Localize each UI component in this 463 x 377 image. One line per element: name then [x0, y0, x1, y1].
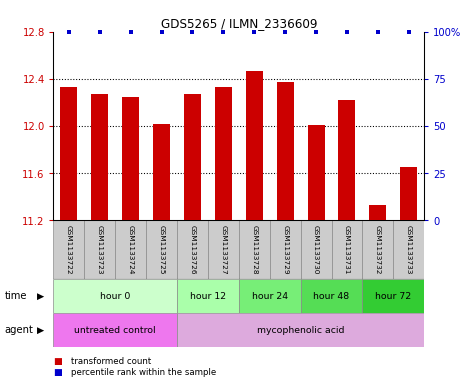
Text: percentile rank within the sample: percentile rank within the sample — [71, 368, 216, 377]
Bar — [276, 83, 293, 221]
Text: GSM1133729: GSM1133729 — [282, 225, 288, 274]
Text: agent: agent — [5, 325, 33, 335]
Bar — [307, 125, 324, 221]
Text: hour 12: hour 12 — [189, 291, 225, 300]
Text: transformed count: transformed count — [71, 357, 151, 366]
Bar — [369, 205, 386, 221]
Bar — [177, 279, 238, 313]
Bar — [393, 221, 424, 279]
Text: ▶: ▶ — [37, 325, 44, 334]
Text: mycophenolic acid: mycophenolic acid — [257, 325, 344, 334]
Text: GSM1133723: GSM1133723 — [97, 225, 102, 274]
Bar — [269, 221, 300, 279]
Bar — [53, 279, 177, 313]
Text: GSM1133727: GSM1133727 — [220, 225, 226, 274]
Text: hour 0: hour 0 — [100, 291, 130, 300]
Title: GDS5265 / ILMN_2336609: GDS5265 / ILMN_2336609 — [160, 17, 317, 30]
Text: GSM1133732: GSM1133732 — [375, 225, 380, 274]
Bar — [207, 221, 238, 279]
Bar — [91, 95, 108, 221]
Text: ■: ■ — [53, 368, 62, 377]
Text: GSM1133725: GSM1133725 — [158, 225, 164, 274]
Text: time: time — [5, 291, 27, 301]
Bar — [177, 313, 424, 347]
Text: ■: ■ — [53, 357, 62, 366]
Bar — [300, 279, 362, 313]
Text: GSM1133722: GSM1133722 — [66, 225, 72, 274]
Bar — [338, 100, 355, 221]
Text: ▶: ▶ — [37, 291, 44, 300]
Bar — [60, 87, 77, 221]
Bar — [362, 221, 393, 279]
Bar — [122, 97, 139, 221]
Text: hour 24: hour 24 — [251, 291, 288, 300]
Bar — [245, 71, 263, 221]
Bar — [184, 95, 200, 221]
Text: GSM1133731: GSM1133731 — [344, 225, 350, 274]
Bar — [153, 124, 170, 221]
Text: GSM1133728: GSM1133728 — [251, 225, 257, 274]
Text: hour 72: hour 72 — [375, 291, 411, 300]
Text: GSM1133733: GSM1133733 — [405, 225, 411, 274]
Text: untreated control: untreated control — [74, 325, 156, 334]
Text: GSM1133730: GSM1133730 — [313, 225, 319, 274]
Bar — [238, 279, 300, 313]
Bar — [362, 279, 424, 313]
Bar — [115, 221, 146, 279]
Text: hour 48: hour 48 — [313, 291, 349, 300]
Text: GSM1133726: GSM1133726 — [189, 225, 195, 274]
Bar — [331, 221, 362, 279]
Bar — [238, 221, 269, 279]
Bar — [53, 313, 177, 347]
Bar — [400, 167, 417, 221]
Bar — [214, 87, 232, 221]
Bar — [53, 221, 84, 279]
Bar — [177, 221, 207, 279]
Bar — [84, 221, 115, 279]
Bar — [300, 221, 331, 279]
Bar — [146, 221, 177, 279]
Text: GSM1133724: GSM1133724 — [127, 225, 133, 274]
